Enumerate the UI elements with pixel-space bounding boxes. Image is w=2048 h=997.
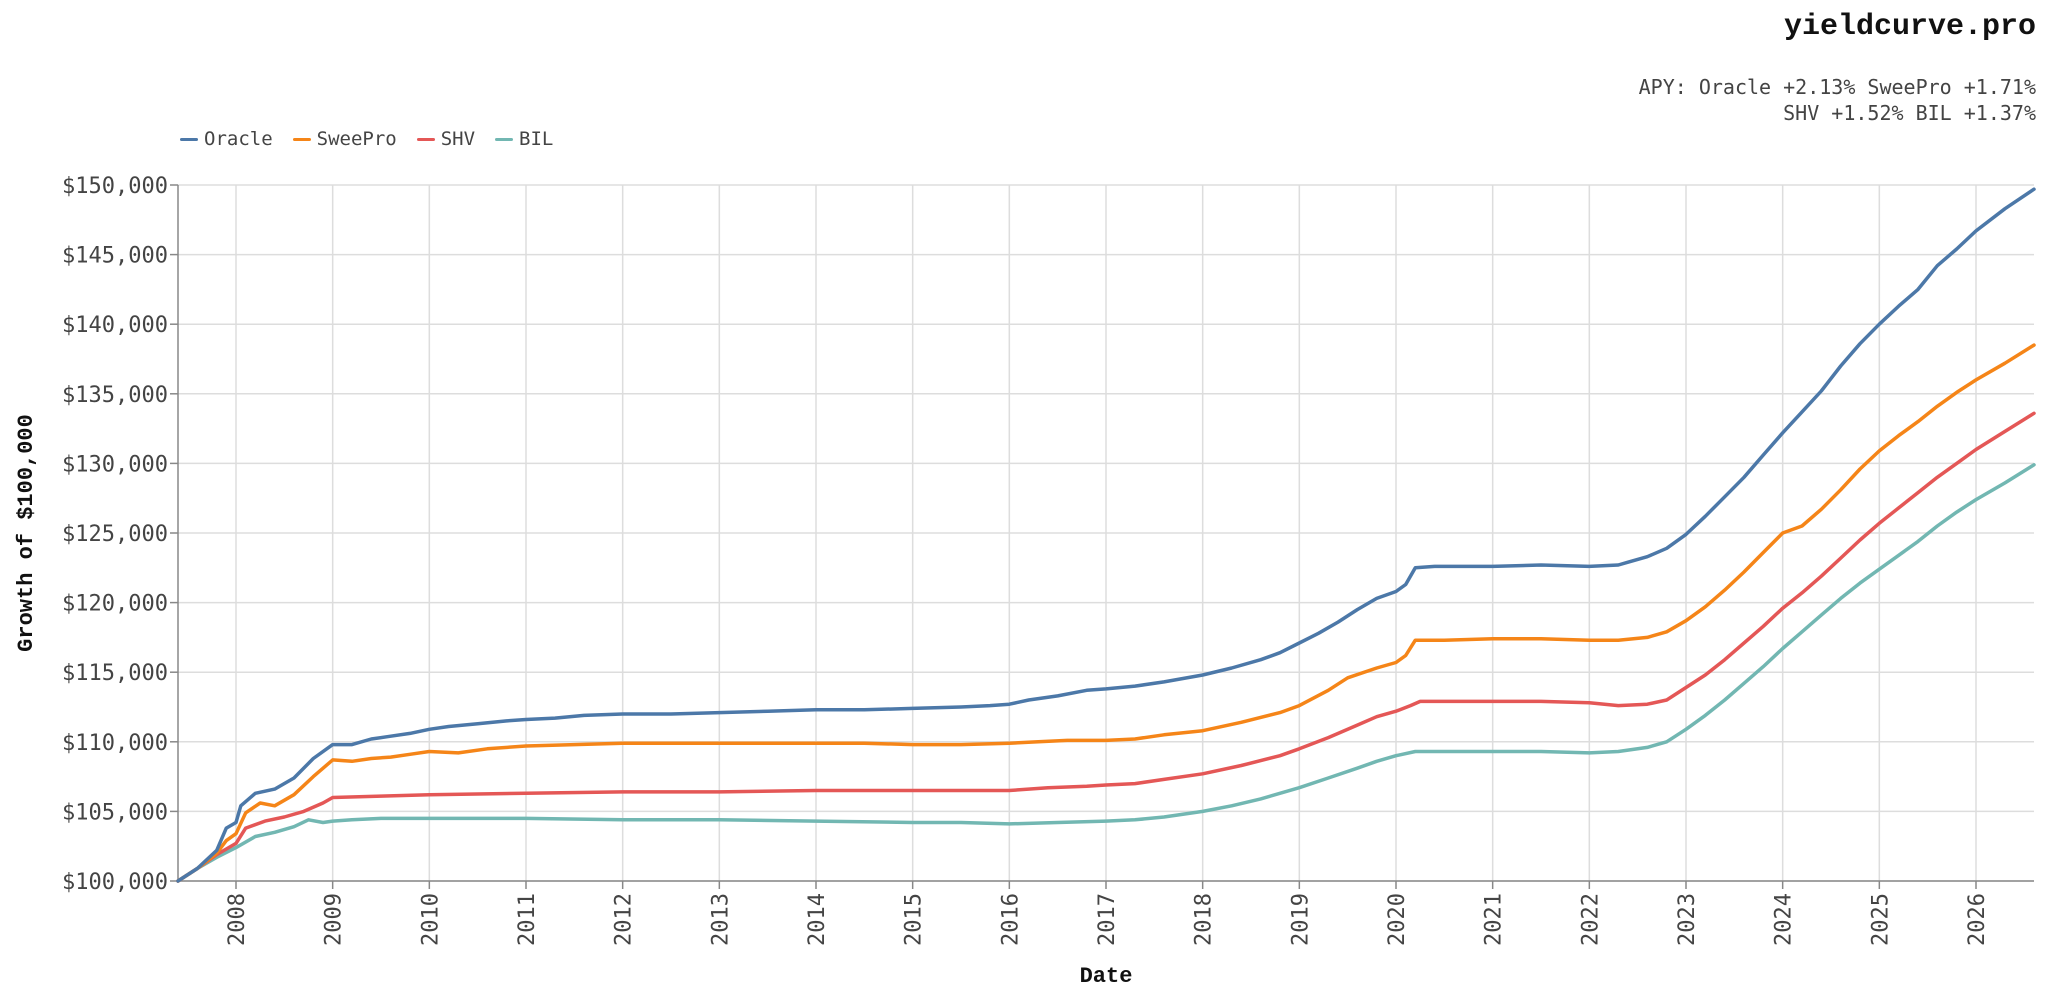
series-line-sweepro: [176, 343, 2036, 883]
legend-label: SHV: [440, 128, 476, 150]
series-line-bil: [176, 463, 2036, 883]
legend-label: Oracle: [204, 128, 273, 150]
x-axis-title: Date: [1080, 964, 1133, 989]
x-tick-label: 2013: [708, 893, 733, 946]
x-tick-label: 2009: [322, 893, 347, 946]
series-line-oracle: [176, 187, 2036, 883]
x-tick-label: 2016: [998, 893, 1023, 946]
y-tick-label: $115,000: [62, 661, 168, 686]
y-tick-label: $105,000: [62, 800, 168, 825]
x-tick-label: 2026: [1965, 893, 1990, 946]
y-tick-label: $145,000: [62, 244, 168, 269]
y-tick-label: $135,000: [62, 383, 168, 408]
y-tick-label: $130,000: [62, 452, 168, 477]
x-tick-label: 2020: [1385, 893, 1410, 946]
y-tick-label: $120,000: [62, 592, 168, 617]
legend-item-sweepro: SweePro: [292, 128, 397, 150]
x-tick-label: 2023: [1675, 893, 1700, 946]
y-tick-label: $110,000: [62, 731, 168, 756]
legend-label: BIL: [519, 128, 554, 150]
y-tick-label: $125,000: [62, 522, 168, 547]
y-tick-label: $150,000: [62, 174, 168, 199]
legend-item-bil: BIL: [495, 128, 553, 150]
x-tick-label: 2014: [805, 893, 830, 946]
x-tick-label: 2010: [418, 893, 443, 946]
y-tick-label: $100,000: [62, 870, 168, 895]
y-tick-label: $140,000: [62, 313, 168, 338]
x-tick-label: 2018: [1192, 893, 1217, 946]
x-tick-label: 2022: [1578, 893, 1603, 946]
brand-title: yieldcurve.pro: [1783, 10, 2036, 44]
legend-swatch: [292, 137, 311, 141]
legend-swatch: [495, 137, 514, 141]
legend-item-shv: SHV: [416, 128, 476, 150]
y-axis-title: Growth of $100,000: [14, 414, 39, 652]
x-tick-label: 2015: [902, 893, 927, 946]
x-tick-label: 2021: [1482, 893, 1507, 946]
apy-line-1: APY: Oracle +2.13% SweePro +1.71%: [1638, 75, 2036, 99]
x-tick-label: 2024: [1772, 893, 1797, 946]
apy-line-2: SHV +1.52% BIL +1.37%: [1783, 101, 2036, 125]
x-tick-label: 2017: [1095, 893, 1120, 946]
legend-swatch: [180, 137, 198, 141]
x-tick-label: 2012: [612, 893, 637, 946]
legend-label: SweePro: [316, 128, 397, 150]
x-tick-label: 2011: [515, 893, 540, 946]
x-tick-label: 2025: [1868, 893, 1893, 946]
apy-summary: APY: Oracle +2.13% SweePro +1.71% SHV +1…: [1639, 74, 2036, 126]
series-line-shv: [176, 411, 2036, 883]
x-tick-label: 2008: [225, 893, 250, 946]
legend-swatch: [416, 137, 435, 141]
chart-legend: Oracle SweePro SHV BIL: [180, 128, 553, 150]
x-tick-label: 2019: [1288, 893, 1313, 946]
legend-item-oracle: Oracle: [180, 128, 273, 150]
